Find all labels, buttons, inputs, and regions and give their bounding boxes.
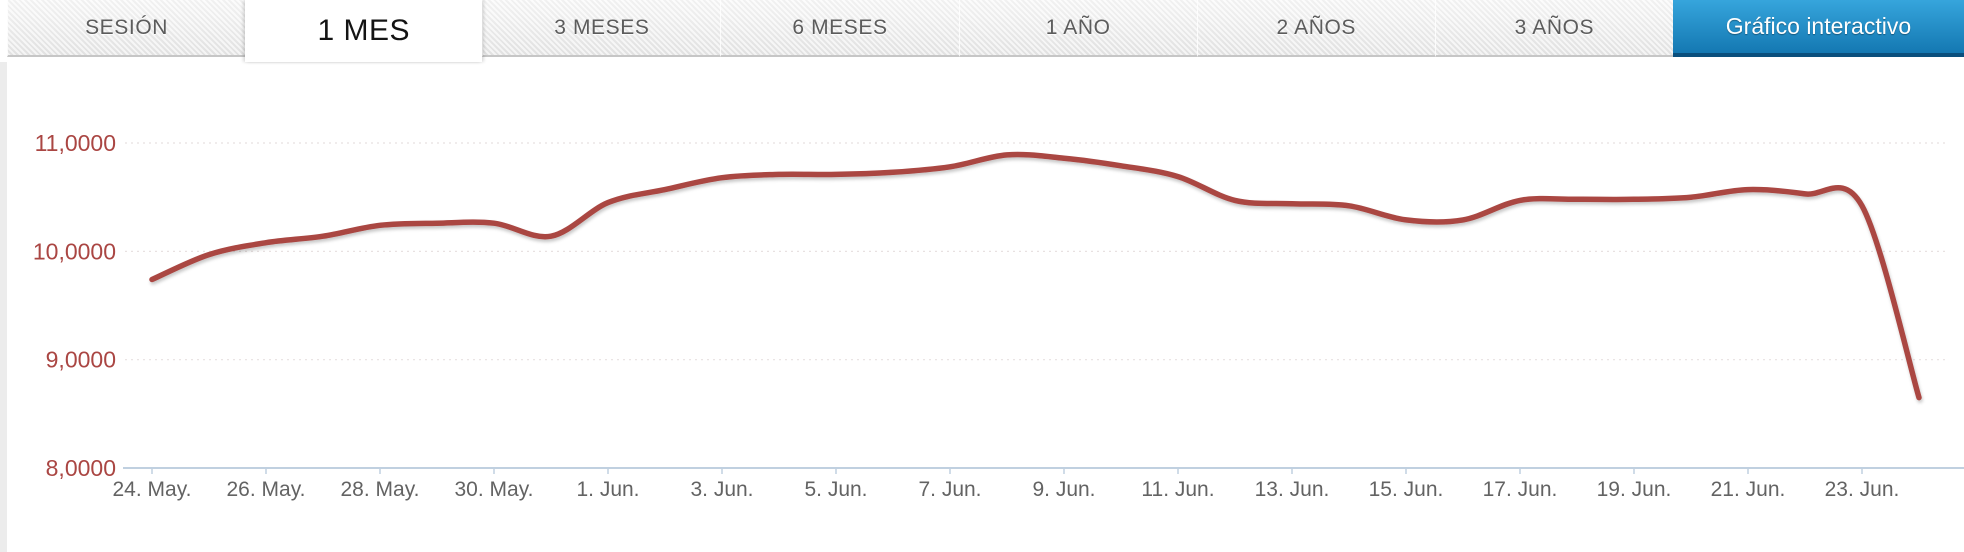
tab-label: 2 AÑOS bbox=[1276, 15, 1356, 39]
tab-sesion[interactable]: SESIÓN bbox=[7, 0, 246, 57]
x-axis-label: 24. May. bbox=[113, 478, 192, 501]
y-axis-label: 10,0000 bbox=[33, 238, 116, 264]
price-series-line bbox=[149, 151, 1922, 401]
x-axis-label: 30. May. bbox=[455, 478, 534, 501]
x-axis-label: 11. Jun. bbox=[1141, 478, 1214, 501]
x-axis-label: 7. Jun. bbox=[918, 478, 981, 501]
x-axis-label: 1. Jun. bbox=[576, 478, 639, 501]
x-axis-label: 21. Jun. bbox=[1711, 478, 1786, 501]
tab-label: SESIÓN bbox=[85, 15, 169, 39]
x-axis-label: 3. Jun. bbox=[690, 478, 753, 501]
x-axis-label: 26. May. bbox=[227, 478, 306, 501]
y-axis-label: 8,0000 bbox=[46, 455, 116, 481]
x-axis-label: 9. Jun. bbox=[1032, 478, 1095, 501]
interactive-chart-button[interactable]: Gráfico interactivo bbox=[1672, 0, 1964, 57]
period-tabbar: SESIÓN 1 MES 3 MESES 6 MESES 1 AÑO 2 AÑO… bbox=[0, 0, 1964, 62]
tab-1-mes[interactable]: 1 MES bbox=[245, 0, 483, 62]
x-axis-label: 13. Jun. bbox=[1255, 478, 1330, 501]
tab-label: 3 MESES bbox=[554, 15, 650, 39]
x-axis-label: 15. Jun. bbox=[1369, 478, 1444, 501]
x-axis-label: 17. Jun. bbox=[1483, 478, 1558, 501]
tab-label: 6 MESES bbox=[792, 15, 888, 39]
y-axis-label: 11,0000 bbox=[35, 130, 116, 156]
tab-label: 3 AÑOS bbox=[1514, 15, 1595, 39]
x-axis-label: 28. May. bbox=[341, 478, 420, 501]
interactive-chart-button-label: Gráfico interactivo bbox=[1725, 13, 1912, 39]
left-gutter bbox=[0, 62, 7, 552]
x-axis-label: 5. Jun. bbox=[804, 478, 867, 501]
tab-6-meses[interactable]: 6 MESES bbox=[720, 0, 959, 57]
x-axis-label: 23. Jun. bbox=[1825, 478, 1900, 501]
tab-label: 1 AÑO bbox=[1045, 15, 1111, 39]
tab-2-anos[interactable]: 2 AÑOS bbox=[1196, 0, 1435, 57]
tab-3-meses[interactable]: 3 MESES bbox=[482, 0, 721, 57]
tab-1-ano[interactable]: 1 AÑO bbox=[958, 0, 1197, 57]
tab-label: 1 MES bbox=[317, 14, 410, 47]
y-axis-label: 9,0000 bbox=[46, 347, 116, 373]
tab-3-anos[interactable]: 3 AÑOS bbox=[1434, 0, 1673, 57]
x-axis-label: 19. Jun. bbox=[1597, 478, 1672, 501]
